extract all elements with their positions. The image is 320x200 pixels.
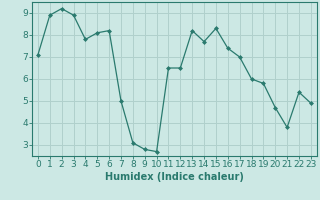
- X-axis label: Humidex (Indice chaleur): Humidex (Indice chaleur): [105, 172, 244, 182]
